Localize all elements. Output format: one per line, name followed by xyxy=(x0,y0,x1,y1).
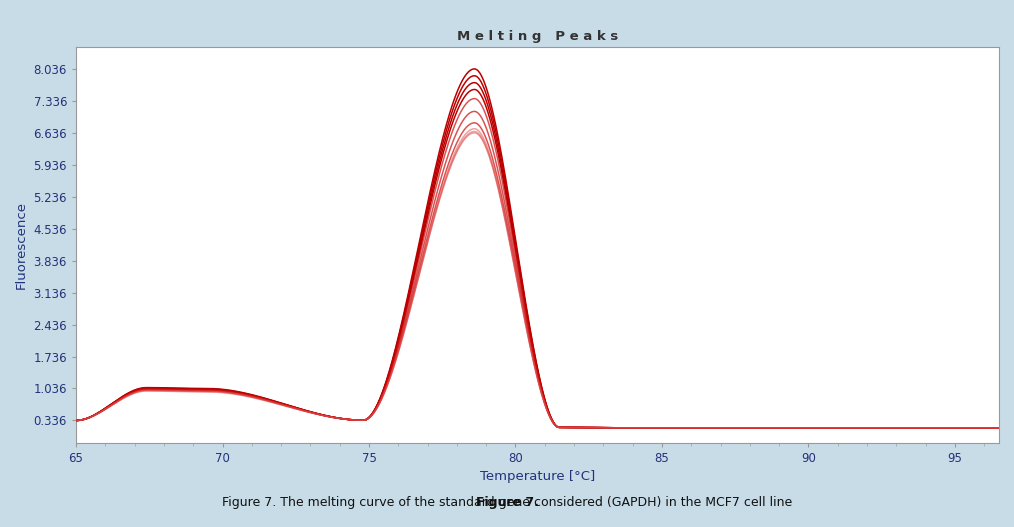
Title: M e l t i n g   P e a k s: M e l t i n g P e a k s xyxy=(456,31,619,44)
Text: Figure 7. The melting curve of the standard gene considered (GAPDH) in the MCF7 : Figure 7. The melting curve of the stand… xyxy=(222,495,792,509)
Y-axis label: Fluorescence: Fluorescence xyxy=(15,201,27,289)
X-axis label: Temperature [°C]: Temperature [°C] xyxy=(480,470,595,483)
Text: Figure 7.: Figure 7. xyxy=(476,495,538,509)
Text: Figure 7. The melting curve of the standard gene considered (GAPDH) in the MCF7 : Figure 7. The melting curve of the stand… xyxy=(222,495,792,509)
